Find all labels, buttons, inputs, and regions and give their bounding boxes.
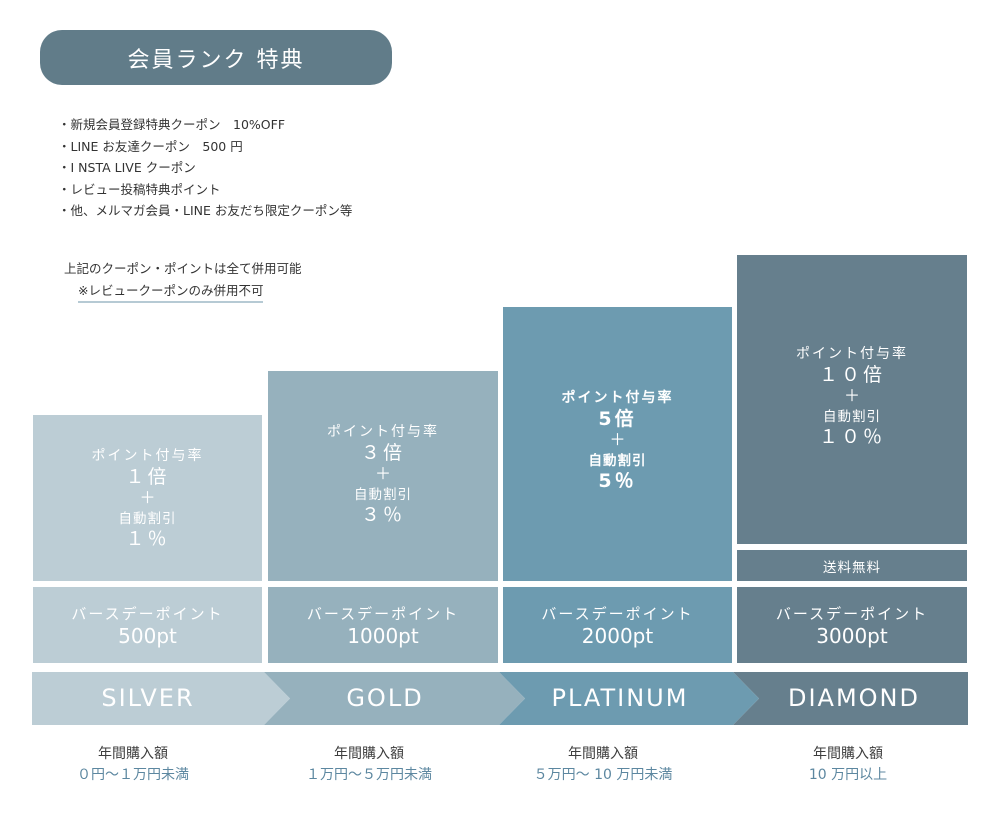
silver-annual-range: ０円〜１万円未満 bbox=[77, 767, 189, 783]
silver-plus: ＋ bbox=[139, 488, 156, 507]
benefit-item: 他、メルマガ会員・LINE お友だち限定クーポン等 bbox=[58, 200, 353, 222]
gold-annual: 年間購入額 １万円〜５万円未満 bbox=[279, 744, 459, 786]
combination-note-sub: ※レビュークーポンのみ併用不可 bbox=[78, 281, 264, 303]
diamond-birthday-block: バースデーポイント 3000pt bbox=[737, 587, 967, 663]
diamond-benefit-block: ポイント付与率 １０倍 ＋ 自動割引 １０％ bbox=[737, 255, 967, 544]
silver-point-rate: １倍 bbox=[125, 466, 170, 488]
rank-name-gold: GOLD bbox=[346, 684, 424, 712]
silver-arrow-segment bbox=[32, 672, 290, 725]
gold-birthday-points: 1000pt bbox=[347, 623, 419, 648]
diamond-birthday-label: バースデーポイント bbox=[775, 604, 929, 623]
diamond-point-rate: １０倍 bbox=[818, 364, 885, 386]
diamond-plus: ＋ bbox=[843, 386, 860, 405]
platinum-annual-range: ５万円〜 10 万円未満 bbox=[533, 767, 673, 783]
gold-annual-label: 年間購入額 bbox=[334, 746, 404, 762]
combination-note-main: 上記のクーポン・ポイントは全て併用可能 bbox=[64, 261, 302, 276]
platinum-annual-label: 年間購入額 bbox=[568, 746, 638, 762]
diamond-discount: １０％ bbox=[818, 426, 885, 448]
silver-discount-label: 自動割引 bbox=[118, 511, 177, 527]
benefit-item: レビュー投稿特典ポイント bbox=[58, 179, 352, 201]
diamond-free-shipping: 送料無料 bbox=[737, 550, 967, 581]
diamond-arrow-segment bbox=[733, 672, 968, 725]
diamond-annual: 年間購入額 10 万円以上 bbox=[758, 744, 938, 786]
platinum-plus: ＋ bbox=[609, 430, 626, 449]
benefit-item: LINE お友達クーポン 500 円 bbox=[58, 136, 352, 158]
benefit-item: I NSTA LIVE クーポン bbox=[58, 157, 352, 179]
gold-birthday-block: バースデーポイント 1000pt bbox=[268, 587, 498, 663]
platinum-discount: 5％ bbox=[598, 470, 637, 492]
silver-annual-label: 年間購入額 bbox=[98, 746, 168, 762]
rank-name-silver: SILVER bbox=[101, 684, 195, 712]
diamond-free-shipping-text: 送料無料 bbox=[823, 559, 881, 576]
platinum-annual: 年間購入額 ５万円〜 10 万円未満 bbox=[513, 744, 693, 786]
gold-point-label: ポイント付与率 bbox=[327, 424, 439, 440]
platinum-point-rate: 5倍 bbox=[598, 408, 637, 430]
silver-point-label: ポイント付与率 bbox=[91, 448, 204, 464]
gold-birthday-label: バースデーポイント bbox=[306, 604, 460, 623]
silver-birthday-block: バースデーポイント 500pt bbox=[33, 587, 262, 663]
combination-note: 上記のクーポン・ポイントは全て併用可能 ※レビュークーポンのみ併用不可 bbox=[64, 258, 302, 303]
platinum-benefit-block: ポイント付与率 5倍 ＋ 自動割引 5％ bbox=[503, 307, 732, 581]
benefits-list: 新規会員登録特典クーポン 10%OFF LINE お友達クーポン 500 円 I… bbox=[58, 114, 353, 222]
gold-point-rate: ３倍 bbox=[360, 442, 405, 464]
gold-discount: ３％ bbox=[360, 504, 405, 526]
diamond-discount-label: 自動割引 bbox=[823, 409, 881, 425]
platinum-birthday-label: バースデーポイント bbox=[541, 604, 694, 623]
gold-arrow-segment bbox=[264, 672, 525, 725]
silver-birthday-points: 500pt bbox=[118, 623, 177, 648]
benefit-item: 新規会員登録特典クーポン 10%OFF bbox=[58, 114, 352, 136]
gold-benefit-block: ポイント付与率 ３倍 ＋ 自動割引 ３％ bbox=[268, 371, 498, 581]
diamond-point-label: ポイント付与率 bbox=[796, 346, 908, 362]
rank-name-diamond: DIAMOND bbox=[787, 684, 920, 712]
gold-annual-range: １万円〜５万円未満 bbox=[306, 767, 432, 783]
platinum-birthday-block: バースデーポイント 2000pt bbox=[503, 587, 732, 663]
diamond-annual-range: 10 万円以上 bbox=[808, 767, 888, 783]
platinum-point-label: ポイント付与率 bbox=[561, 390, 674, 406]
gold-discount-label: 自動割引 bbox=[354, 487, 412, 503]
diamond-annual-label: 年間購入額 bbox=[813, 746, 883, 762]
gold-plus: ＋ bbox=[374, 464, 391, 483]
silver-discount: １％ bbox=[125, 528, 170, 550]
silver-benefit-block: ポイント付与率 １倍 ＋ 自動割引 １％ bbox=[33, 415, 262, 581]
page-title: 会員ランク 特典 bbox=[40, 30, 392, 85]
rank-arrow-bar bbox=[32, 672, 968, 725]
silver-birthday-label: バースデーポイント bbox=[71, 604, 224, 623]
rank-name-platinum: PLATINUM bbox=[551, 684, 689, 712]
platinum-arrow-segment bbox=[499, 672, 759, 725]
platinum-birthday-points: 2000pt bbox=[581, 623, 654, 648]
page-title-text: 会員ランク 特典 bbox=[127, 47, 305, 73]
diamond-birthday-points: 3000pt bbox=[816, 623, 888, 648]
silver-annual: 年間購入額 ０円〜１万円未満 bbox=[43, 744, 223, 786]
platinum-discount-label: 自動割引 bbox=[588, 453, 647, 469]
